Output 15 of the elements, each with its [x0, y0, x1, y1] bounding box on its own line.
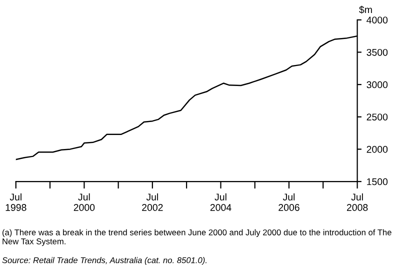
x-tick-label: Jul 2000 [74, 193, 95, 211]
x-tick-label: Jul 2008 [346, 193, 368, 211]
x-tick-label: Jul 2006 [278, 193, 300, 211]
source-note: Source: Retail Trade Trends, Australia (cat. no. 8501.0). [2, 257, 206, 265]
y-axis-title: $m [359, 6, 372, 14]
y-tick-label: 4000 [366, 16, 388, 24]
y-tick-label: 3000 [366, 81, 388, 88]
text: (a) There was a break in the trend series between June 2000 and July 2000 due to the introduction of The New Tax System. [2, 229, 392, 246]
y-tick-label: 2000 [366, 146, 388, 153]
x-tick-label: Jul 2002 [142, 193, 163, 211]
y-tick-label: 3500 [366, 48, 388, 56]
y-tick-label: 1500 [367, 178, 388, 186]
x-tick-label: Jul 2004 [210, 193, 232, 211]
x-tick-label: Jul 1998 [6, 193, 26, 211]
y-tick-label: 2500 [366, 114, 388, 120]
